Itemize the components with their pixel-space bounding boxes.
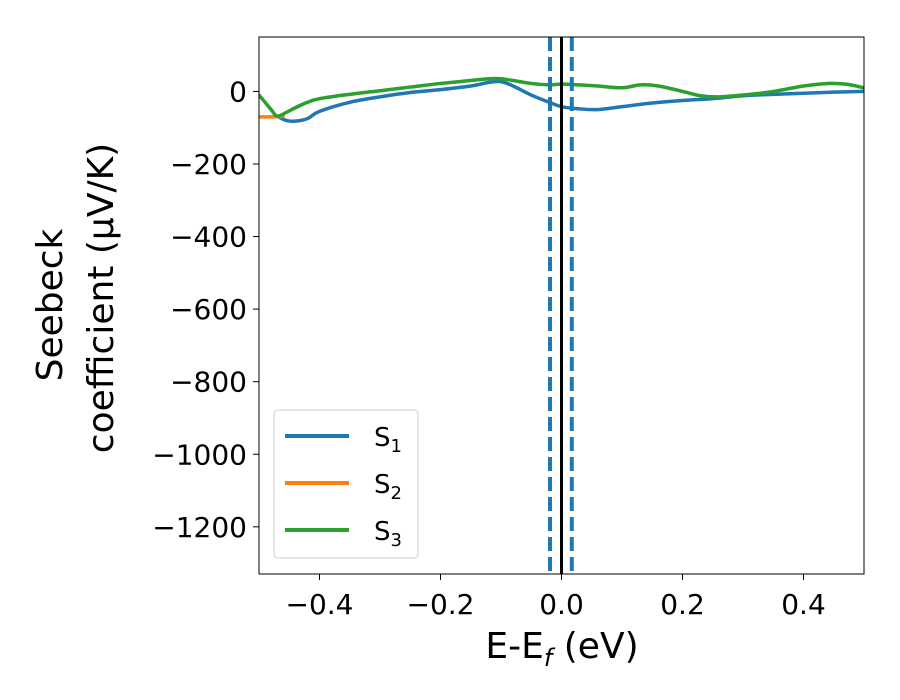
y-tick-label: −200 [170, 148, 247, 181]
x-tick-label: 0.0 [539, 588, 584, 621]
axis-ticks: −0.4 −0.2 0.0 0.2 0.4 0 −200 −400 −600 −800 −1000 −… [152, 75, 825, 621]
x-tick-label: 0.4 [781, 588, 826, 621]
y-axis-label-line2: coefficient (μV/K) [81, 143, 122, 453]
series-s3-line [259, 76, 864, 118]
y-tick-label: −600 [170, 293, 247, 326]
legend-label-s2: S2 [374, 470, 402, 504]
legend: S1 S2 S3 [273, 409, 419, 559]
y-tick-label: −800 [170, 366, 247, 399]
y-tick-label: −1000 [152, 438, 247, 471]
x-axis-label: E-Ef (eV) [485, 626, 638, 672]
x-tick-label: −0.2 [407, 588, 475, 621]
y-axis-label-line1: Seebeck [30, 228, 71, 381]
legend-label-s1: S1 [374, 423, 402, 457]
y-tick-label: −1200 [152, 511, 247, 544]
plot-area [259, 37, 864, 574]
y-tick-label: −400 [170, 221, 247, 254]
plot-clip-group [259, 37, 864, 574]
legend-label-s3: S3 [374, 517, 402, 551]
x-tick-label: 0.2 [660, 588, 705, 621]
x-tick-label: −0.4 [286, 588, 354, 621]
y-tick-label: 0 [229, 75, 247, 108]
